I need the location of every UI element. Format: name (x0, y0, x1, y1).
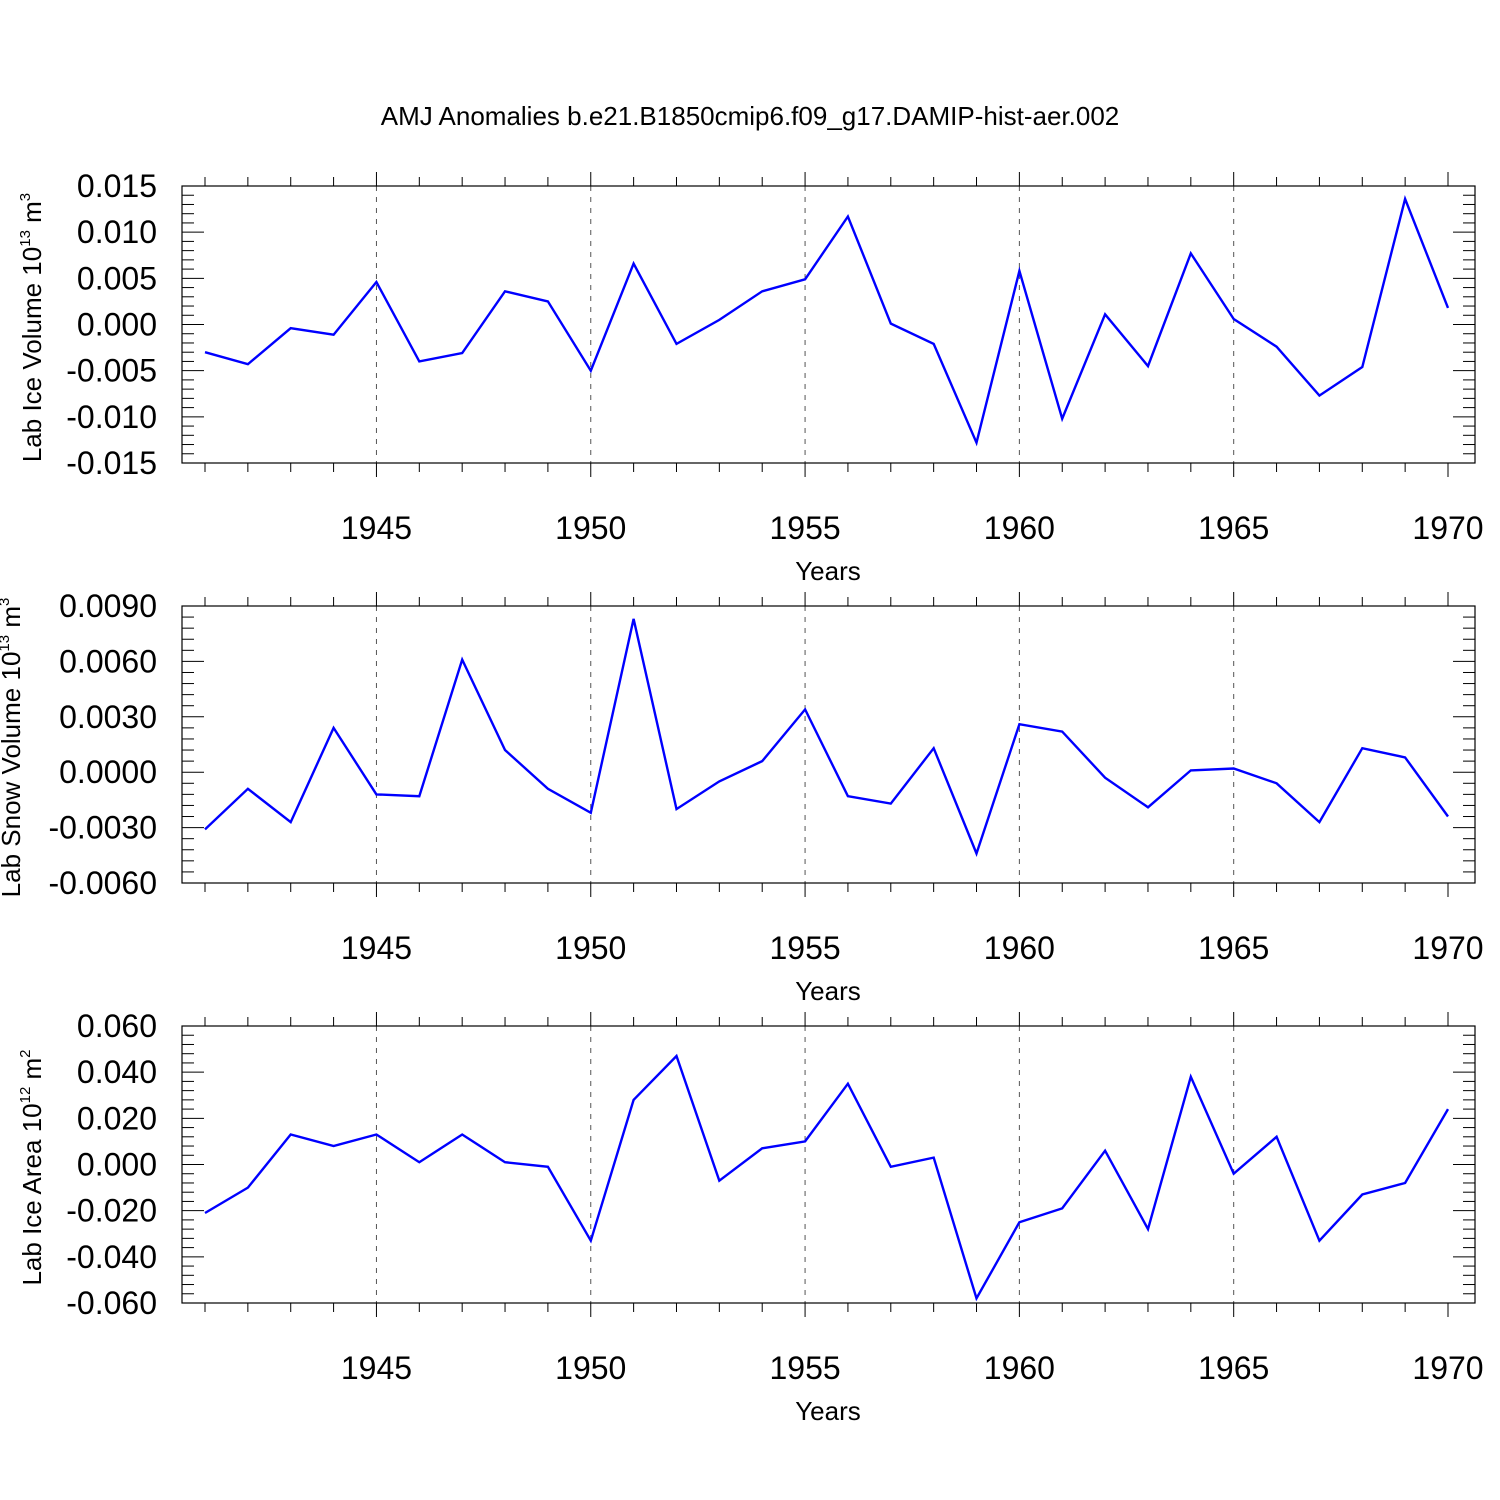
x-tick-label: 1965 (1198, 930, 1269, 966)
x-axis-label: Years (795, 1396, 861, 1426)
x-tick-label: 1960 (984, 1350, 1055, 1386)
x-tick-label: 1950 (555, 930, 626, 966)
y-tick-label: 0.0000 (59, 754, 157, 790)
y-tick-label: -0.020 (66, 1193, 157, 1229)
x-axis-label: Years (795, 976, 861, 1006)
x-tick-label: 1960 (984, 930, 1055, 966)
y-tick-label: -0.005 (66, 353, 157, 389)
x-tick-label: 1970 (1412, 930, 1483, 966)
x-axis-label: Years (795, 556, 861, 586)
x-tick-label: 1970 (1412, 1350, 1483, 1386)
y-tick-label: 0.0060 (59, 643, 157, 679)
x-tick-label: 1955 (769, 930, 840, 966)
panel-lab-snow-volume: 1945 1950 1955 1960 1965 1970 -0.0060 -0.0030 0.… (0, 588, 1484, 1006)
y-axis-label: Lab Ice Volume 1013 m3 (17, 193, 47, 462)
y-tick-label: 0.010 (77, 214, 157, 250)
y-tick-label: -0.0030 (48, 810, 157, 846)
x-tick-label: 1960 (984, 510, 1055, 546)
x-tick-label: 1950 (555, 510, 626, 546)
y-axis-label: Lab Ice Area 1012 m2 (17, 1049, 47, 1285)
y-tick-label: 0.0030 (59, 699, 157, 735)
series-line (204, 195, 1450, 447)
plot-frame (181, 605, 1476, 884)
y-tick-label: 0.000 (77, 307, 157, 343)
y-tick-label: -0.0060 (48, 865, 157, 901)
series-line (204, 1053, 1450, 1302)
y-tick-label: -0.060 (66, 1285, 157, 1321)
x-tick-label: 1965 (1198, 1350, 1269, 1386)
y-tick-label: 0.040 (77, 1054, 157, 1090)
x-tick-label: 1955 (769, 510, 840, 546)
chart-title: AMJ Anomalies b.e21.B1850cmip6.f09_g17.D… (381, 101, 1120, 131)
series-line (204, 618, 1449, 857)
y-tick-label: 0.015 (77, 168, 157, 204)
x-tick-label: 1950 (555, 1350, 626, 1386)
x-tick-label: 1945 (341, 510, 412, 546)
x-tick-label: 1970 (1412, 510, 1483, 546)
x-tick-label: 1945 (341, 1350, 412, 1386)
y-tick-label: -0.040 (66, 1239, 157, 1275)
x-tick-label: 1945 (341, 930, 412, 966)
y-tick-label: -0.015 (66, 445, 157, 481)
y-tick-label: 0.020 (77, 1100, 157, 1136)
y-axis-label: Lab Snow Volume 1013 m3 (0, 598, 26, 898)
y-tick-label: 0.000 (77, 1147, 157, 1183)
y-tick-label: 0.005 (77, 260, 157, 296)
y-tick-label: 0.060 (77, 1008, 157, 1044)
x-tick-label: 1965 (1198, 510, 1269, 546)
panel-lab-ice-volume: 1945 1950 1955 1960 1965 1970 -0.015 -0.010 -0.0… (17, 168, 1484, 586)
y-tick-label: 0.0090 (59, 588, 157, 624)
panel-lab-ice-area: 1945 1950 1955 1960 1965 1970 -0.060 -0.040 -0.0… (17, 1008, 1484, 1426)
x-tick-label: 1955 (769, 1350, 840, 1386)
y-tick-label: -0.010 (66, 399, 157, 435)
